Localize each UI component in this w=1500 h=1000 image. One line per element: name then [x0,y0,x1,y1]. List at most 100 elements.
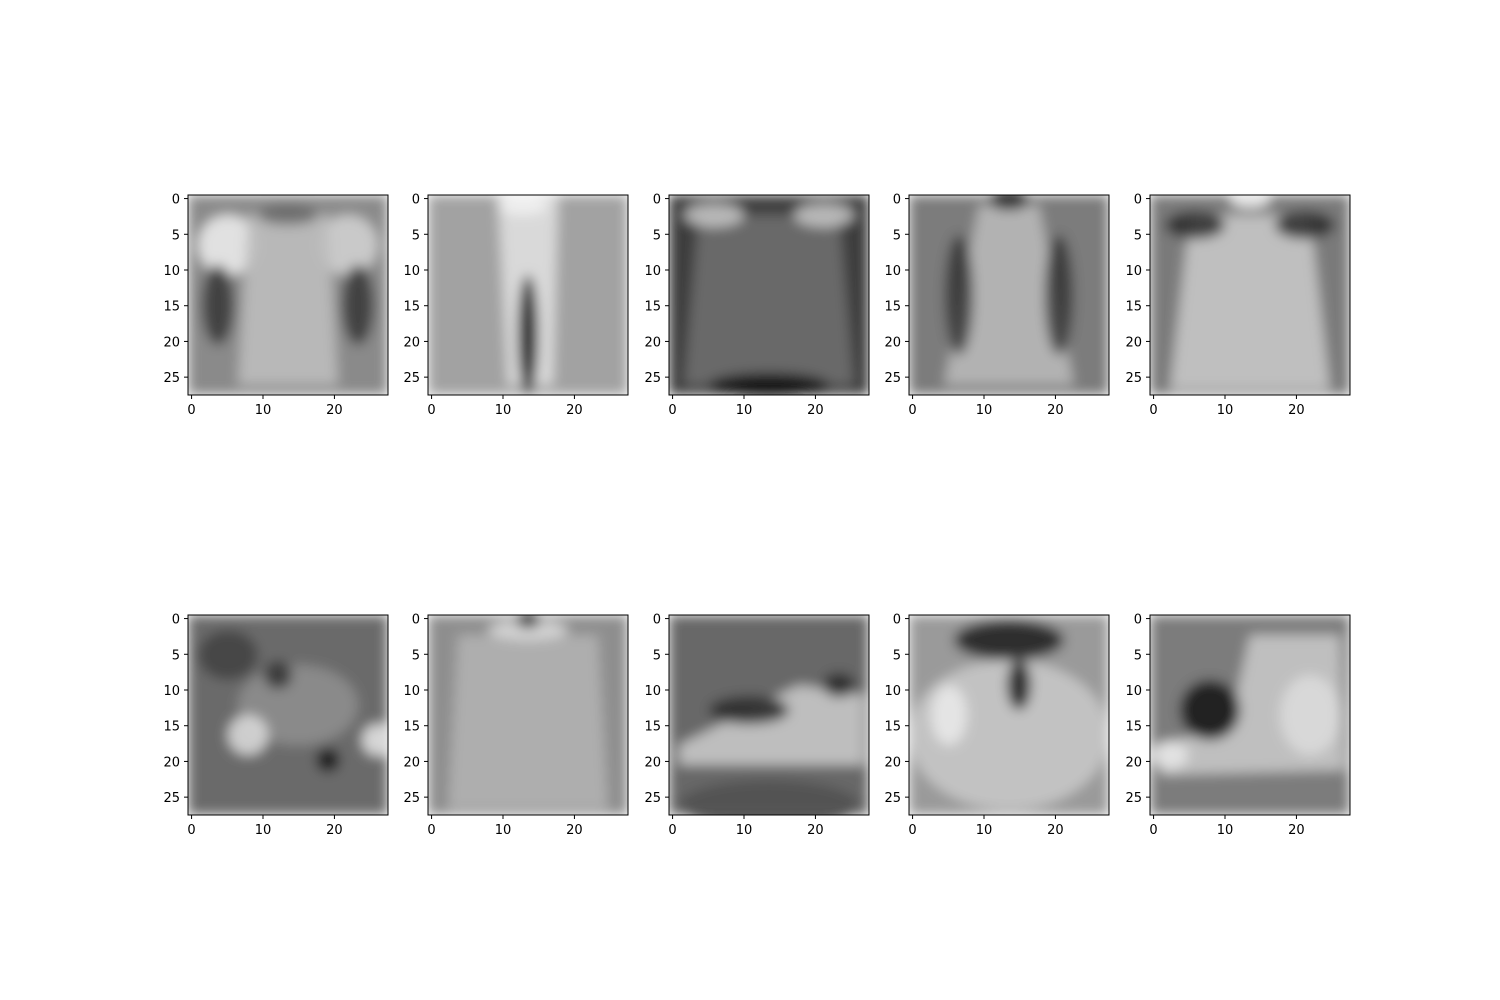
x-tick-label: 0 [187,403,195,418]
y-tick-label: 5 [893,648,901,663]
x-tick-label: 10 [1217,403,1234,418]
x-tick-label: 10 [976,403,993,418]
y-tick-label: 10 [1125,264,1142,279]
y-tick-label: 10 [1125,684,1142,699]
y-tick-label: 0 [172,613,180,628]
x-tick-label: 20 [1047,403,1064,418]
panel-image-sneaker [669,615,869,815]
panel-9: 0 10 20 0 5 10 15 20 25 [884,613,1110,838]
x-tick-label: 0 [668,403,676,418]
x-tick-label: 20 [807,823,824,838]
axes-frame [668,194,870,396]
y-tick-label: 10 [644,264,661,279]
y-tick-label: 20 [884,335,901,350]
x-tick-label: 20 [566,823,583,838]
x-tick-label: 0 [187,823,195,838]
y-tick-label: 5 [1134,228,1142,243]
x-tick-label: 10 [495,823,512,838]
y-tick-label: 0 [172,193,180,208]
y-tick-label: 10 [403,264,420,279]
y-tick-label: 5 [653,648,661,663]
panel-6: 0 10 20 0 5 10 15 20 25 [163,613,389,838]
panel-8: 0 10 20 0 5 10 15 20 25 [644,613,870,838]
y-tick-label: 25 [1125,371,1142,386]
axes-frame [908,194,1110,396]
y-tick-label: 10 [644,684,661,699]
y-tick-label: 15 [403,720,420,735]
x-tick-label: 20 [326,403,343,418]
y-tick-label: 25 [163,371,180,386]
y-tick-label: 0 [412,193,420,208]
y-tick-label: 25 [403,791,420,806]
y-tick-label: 15 [644,300,661,315]
y-tick-label: 0 [893,613,901,628]
y-tick-label: 25 [403,371,420,386]
x-tick-label: 20 [1047,823,1064,838]
y-tick-label: 5 [172,228,180,243]
y-tick-label: 20 [644,755,661,770]
y-tick-label: 15 [1125,300,1142,315]
y-tick-label: 0 [653,193,661,208]
y-tick-label: 20 [403,335,420,350]
y-tick-label: 0 [653,613,661,628]
panel-image-shirt [428,615,628,815]
panel-image-dress [909,195,1109,395]
x-tick-label: 10 [495,403,512,418]
y-tick-label: 25 [163,791,180,806]
panel-image-ankle-boot [1150,615,1350,815]
y-tick-label: 10 [403,684,420,699]
axes-frame [427,194,629,396]
x-tick-label: 20 [807,403,824,418]
panel-image-sandal [188,615,388,815]
x-tick-label: 20 [1288,823,1305,838]
x-tick-label: 10 [976,823,993,838]
x-tick-label: 10 [255,403,272,418]
axes-frame [187,614,389,816]
y-tick-label: 15 [1125,720,1142,735]
axes-frame [668,614,870,816]
y-tick-label: 20 [1125,335,1142,350]
y-tick-label: 5 [412,648,420,663]
panel-image-pullover [669,195,869,395]
panel-4: 0 10 20 0 5 10 15 20 25 [884,193,1110,418]
x-tick-label: 0 [668,823,676,838]
x-tick-label: 10 [736,403,753,418]
x-tick-label: 0 [908,403,916,418]
y-tick-label: 25 [644,791,661,806]
y-tick-label: 0 [1134,613,1142,628]
x-tick-label: 10 [1217,823,1234,838]
x-tick-label: 20 [326,823,343,838]
panel-image-trousers [428,195,628,395]
x-tick-label: 10 [736,823,753,838]
panel-2: 0 10 20 0 5 10 15 20 25 [403,193,629,418]
y-tick-label: 15 [644,720,661,735]
y-tick-label: 10 [884,264,901,279]
y-tick-label: 10 [163,684,180,699]
y-tick-label: 20 [163,755,180,770]
y-tick-label: 10 [884,684,901,699]
y-tick-label: 25 [884,791,901,806]
panel-image-bag [909,615,1109,815]
y-tick-label: 20 [1125,755,1142,770]
panel-10: 0 10 20 0 5 10 15 20 25 [1125,613,1351,838]
y-tick-label: 15 [163,300,180,315]
y-tick-label: 5 [653,228,661,243]
panel-3: 0 10 20 0 5 10 15 20 25 [644,193,870,418]
y-tick-label: 5 [1134,648,1142,663]
axes-frame [908,614,1110,816]
x-tick-label: 10 [255,823,272,838]
y-tick-label: 15 [163,720,180,735]
y-tick-label: 15 [884,720,901,735]
panel-5: 0 10 20 0 5 10 15 20 25 [1125,193,1351,418]
axes-frame [1149,194,1351,396]
y-tick-label: 20 [644,335,661,350]
x-tick-label: 20 [1288,403,1305,418]
panel-image-t-shirt [188,195,388,395]
y-tick-label: 10 [163,264,180,279]
axes-frame [1149,614,1351,816]
x-tick-label: 0 [1149,823,1157,838]
y-tick-label: 25 [644,371,661,386]
y-tick-label: 5 [412,228,420,243]
x-tick-label: 0 [427,823,435,838]
